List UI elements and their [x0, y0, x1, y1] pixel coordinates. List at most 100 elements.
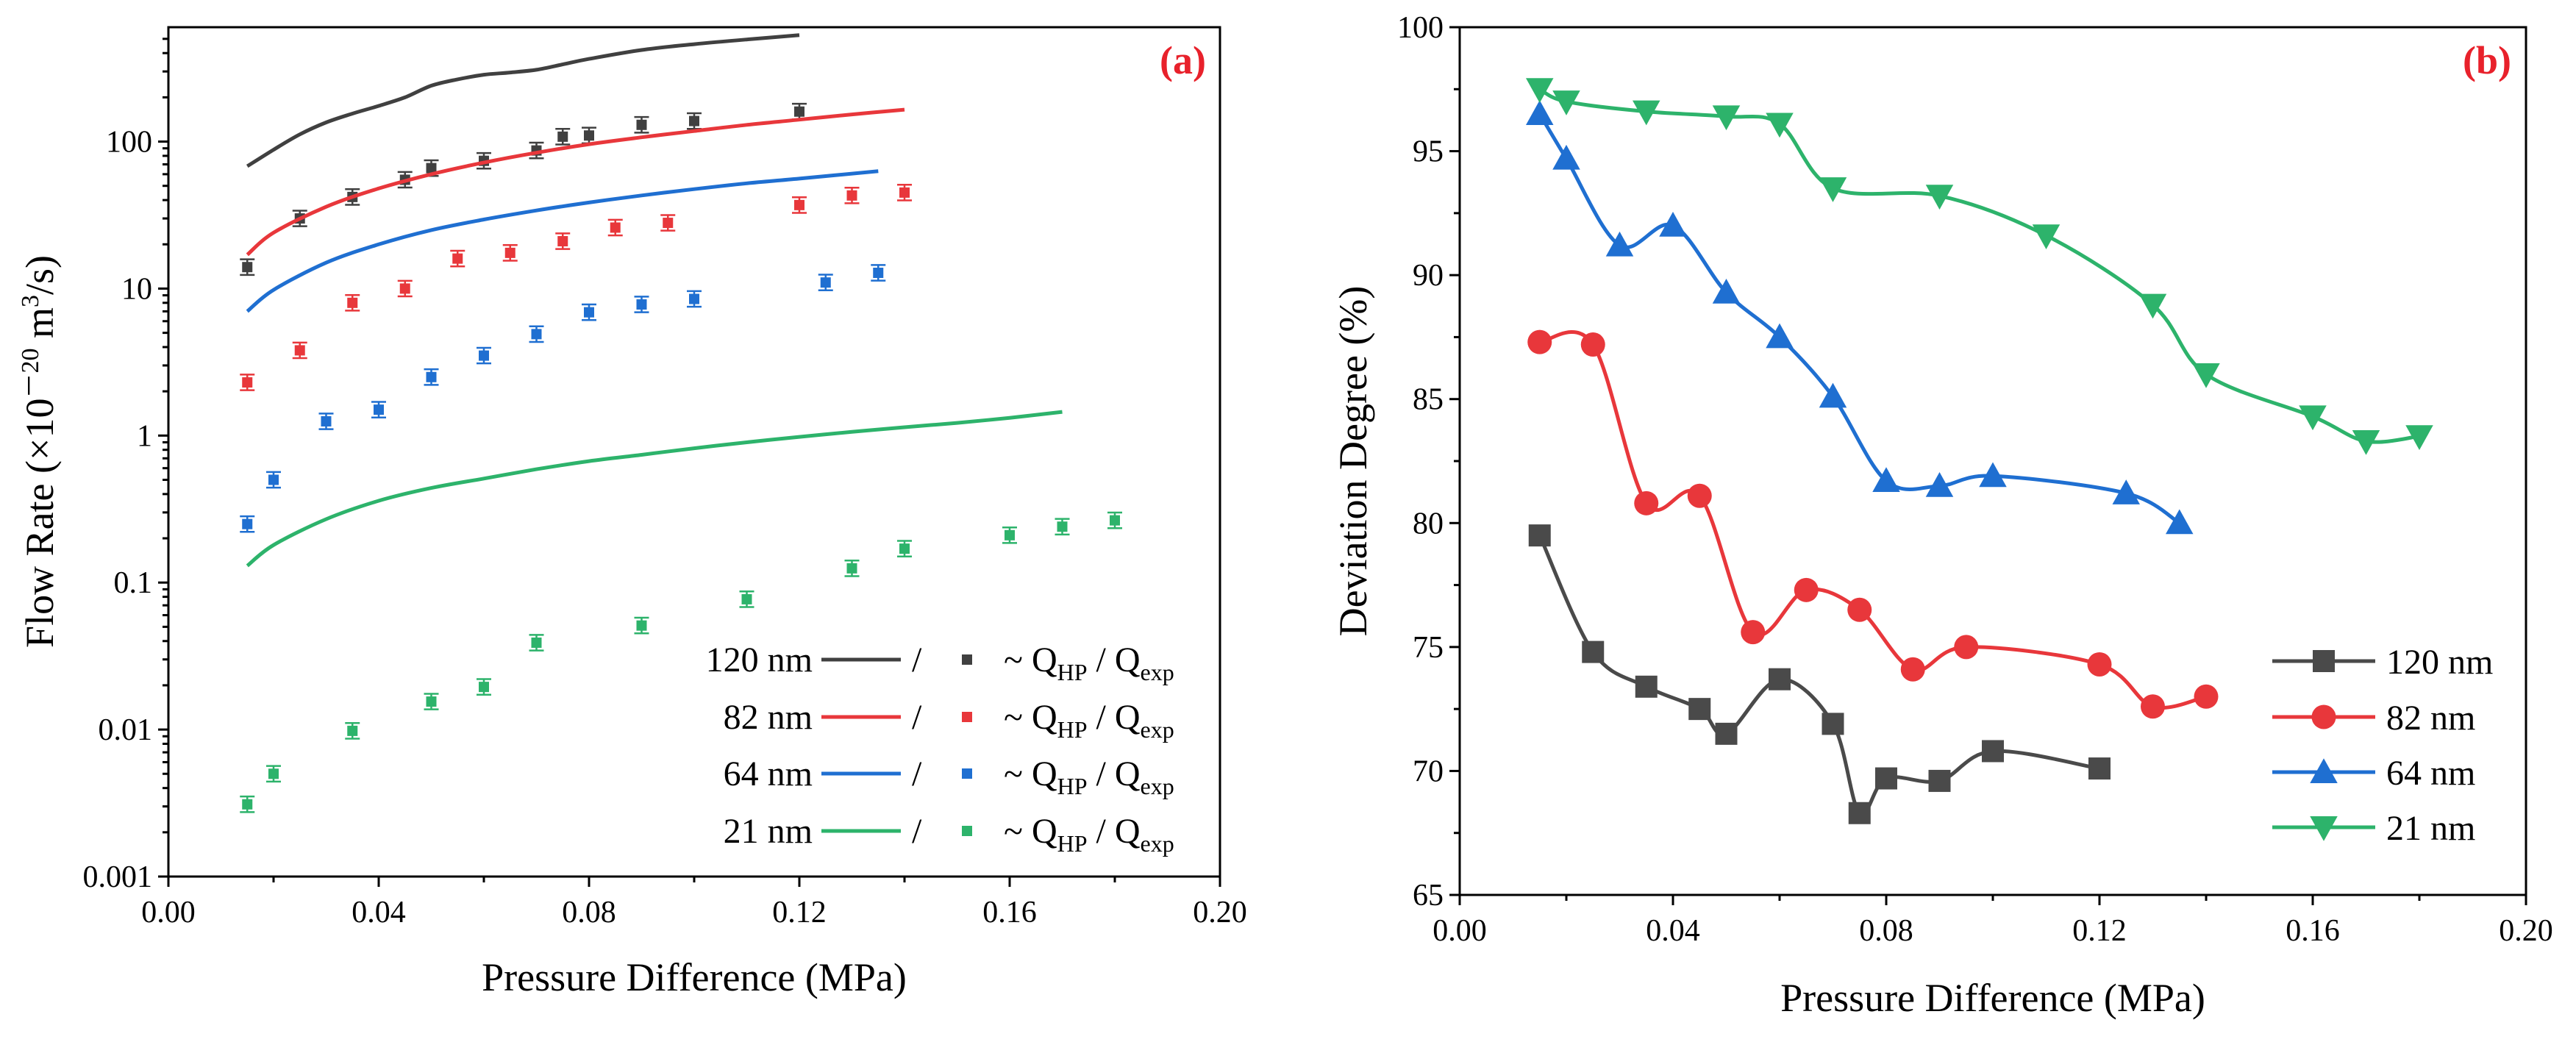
y-title-main: Flow Rate (×10: [18, 399, 62, 648]
panel-b-data-point: [1712, 278, 1741, 304]
panel-b-data-point: [2166, 509, 2194, 535]
panel-b-x-tick-label: 0.16: [2286, 914, 2340, 948]
panel-b-legend: 120 nm 82 nm 64 nm 21 nm: [2272, 643, 2493, 848]
panel-a-legend-marker: [962, 654, 972, 665]
panel-a-label: (a): [1160, 38, 1206, 82]
y-title-exp: －20: [17, 349, 44, 399]
y-title-unit-exp: 3: [17, 295, 44, 307]
panel-b-y-tick-label: 70: [1413, 754, 1444, 788]
panel-b-line-64-nm: [1538, 113, 2181, 525]
panel-a-data-point: [294, 345, 305, 356]
panel-b-data-point: [1552, 144, 1580, 170]
panel-a-data-point: [242, 518, 253, 529]
panel-a-legend-entry-64-nm: 64 nm / ~ QHP / Qexp: [724, 754, 1174, 799]
panel-a-data-point: [479, 682, 489, 693]
panel-b-data-point: [2141, 694, 2165, 719]
panel-b-line-21-nm: [1538, 88, 2420, 444]
panel-a-data-point: [347, 297, 358, 308]
panel-b-y-axis-title: Deviation Degree (%): [1331, 286, 1375, 637]
panel-a-y-tick-label: 0.001: [83, 860, 153, 894]
panel-b-data-point: [1687, 483, 1712, 508]
panel-a-y-tick-label: 0.01: [99, 713, 153, 747]
panel-b-legend-label: 82 nm: [2386, 699, 2475, 738]
panel-a-legend-entry-21-nm: 21 nm / ~ QHP / Qexp: [724, 812, 1174, 857]
panel-b-series-64-nm: [1526, 100, 2194, 535]
panel-a-x-tick-label: 0.20: [1193, 896, 1247, 929]
formula-prefix: ~ Q: [1004, 640, 1057, 679]
panel-b-data-point: [2299, 405, 2327, 431]
panel-a-y-tick-label: 1: [137, 419, 152, 453]
formula-sub-hp: HP: [1057, 830, 1088, 857]
panel-a-data-point: [504, 247, 515, 258]
panel-b-data-point: [2032, 224, 2061, 249]
panel-b-data-point: [1688, 698, 1711, 721]
panel-a-data-point: [374, 404, 384, 415]
panel-a-data-point: [479, 350, 489, 361]
panel-b-data-point: [1979, 462, 2007, 488]
formula-sub-hp: HP: [1057, 716, 1088, 743]
formula-sub-exp: exp: [1141, 773, 1174, 799]
formula-prefix: ~ Q: [1004, 812, 1057, 851]
panel-a-data-point: [531, 329, 542, 340]
panel-b-data-point: [1634, 490, 1659, 515]
panel-a-data-point: [426, 371, 437, 382]
panel-b-data-point: [1954, 635, 1979, 660]
panel-b-y-tick-label: 65: [1413, 879, 1444, 913]
panel-b-data-point: [1580, 332, 1605, 357]
panel-a-series-21-nm: [240, 410, 1122, 813]
panel-b-plot-frame: [1458, 26, 2527, 896]
panel-a-plot-frame: [167, 26, 1221, 878]
panel-b-data-point: [1822, 713, 1844, 735]
panel-a-data-point: [242, 377, 253, 388]
panel-b-line-82-nm: [1539, 330, 2207, 710]
panel-b-y-tick-label: 75: [1413, 631, 1444, 665]
panel-a-legend-marker: [962, 768, 972, 779]
panel-a-x-axis-title: Pressure Difference (MPa): [482, 955, 907, 999]
panel-a-data-point: [741, 593, 752, 604]
panel-a-legend-separator: /: [912, 812, 922, 851]
panel-b-data-point: [1925, 185, 1954, 210]
panel-a-data-point: [531, 637, 542, 648]
panel-b-data-point: [1526, 78, 1554, 104]
panel-b-y-tick-label: 100: [1397, 11, 1444, 45]
panel-b-y-tick-label: 95: [1413, 135, 1444, 169]
panel-a-legend-label: 64 nm: [724, 754, 813, 793]
panel-a-y-tick-label: 10: [121, 272, 152, 306]
panel-b-data-point: [1659, 211, 1687, 237]
panel-b-data-point: [1712, 105, 1741, 131]
panel-a-data-point: [268, 474, 279, 485]
panel-b-legend-entry-64-nm: 64 nm: [2272, 754, 2475, 793]
panel-a-data-point: [636, 299, 647, 310]
panel-b-legend-entry-120-nm: 120 nm: [2272, 643, 2493, 682]
y-title-tail: /s): [18, 255, 62, 295]
panel-a-legend-marker: [962, 826, 972, 836]
panel-b-legend-label: 21 nm: [2386, 809, 2475, 848]
panel-a-data-point: [820, 277, 831, 288]
panel-a-legend-formula: ~ QHP / Qexp: [1004, 640, 1174, 685]
panel-a-data-point: [899, 543, 910, 554]
panel-b-data-point: [1526, 100, 1554, 125]
panel-b-y-tick-label: 80: [1413, 507, 1444, 540]
panel-a-y-axis-title: Flow Rate (×10－20 m3/s): [17, 255, 62, 648]
panel-b-data-point: [1635, 675, 1658, 698]
panel-b-ticks: 0.00 0.04 0.08 0.12 0.16 0.20 65 70 75 80 85 90 95 10…: [1397, 11, 2553, 948]
panel-a-ticks: 0.00 0.04 0.08 0.12 0.16 0.20 0.001 0.01 0.1 1 10 1…: [83, 38, 1247, 929]
panel-b-data-point: [1819, 382, 1847, 408]
panel-b-data-point: [1872, 467, 1900, 492]
panel-b-data-point: [1741, 620, 1766, 645]
panel-b-data-point: [2405, 425, 2433, 451]
panel-b-y-tick-label: 90: [1413, 259, 1444, 293]
panel-b-data-point: [1769, 668, 1791, 690]
panel-a-data-point: [242, 799, 253, 810]
panel-b-x-tick-label: 0.04: [1646, 914, 1700, 948]
panel-b-data-point: [2087, 652, 2112, 677]
panel-b-x-tick-label: 0.00: [1433, 914, 1487, 948]
formula-mid: / Q: [1088, 698, 1141, 737]
panel-b-data-point: [1527, 329, 1552, 354]
panel-b-series: [1526, 78, 2433, 824]
panel-b-data-point: [1982, 740, 2004, 763]
panel-a-x-tick-label: 0.08: [562, 896, 616, 929]
panel-b-series-82-nm: [1527, 329, 2219, 719]
